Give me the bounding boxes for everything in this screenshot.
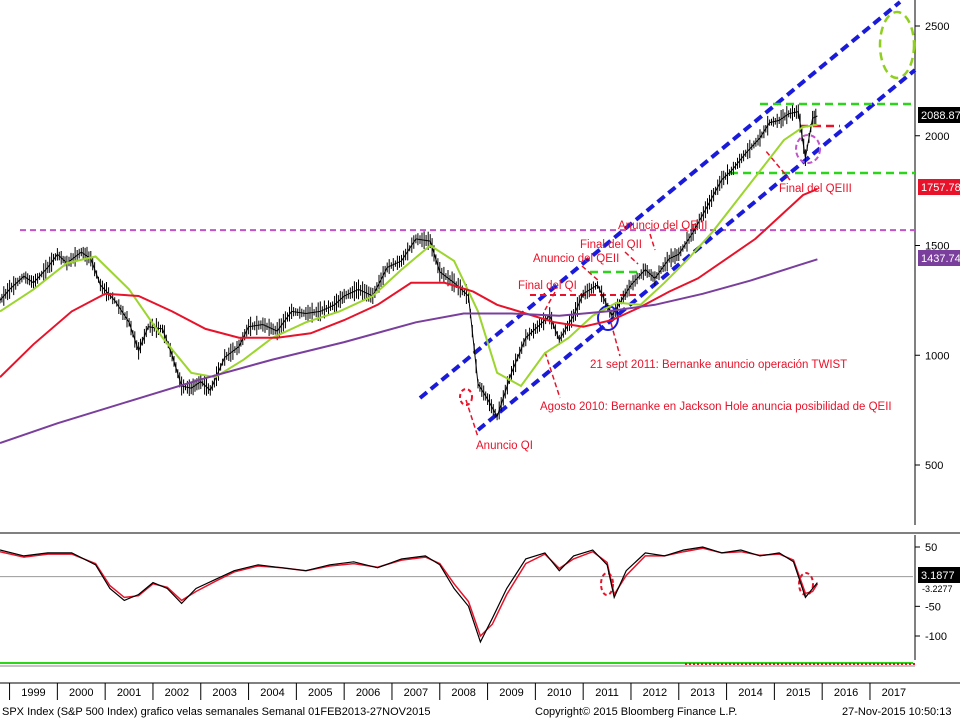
x-tick-label-2002: 2002 (165, 687, 189, 699)
value-label-last: 2088.87 (921, 110, 960, 122)
osc-series-oscillator-slow (0, 547, 819, 638)
value-label-purple-ma: 1437.74 (921, 253, 960, 265)
series-price-candles (0, 104, 817, 421)
series-moving-average-purple (0, 258, 818, 445)
x-tick-label-2011: 2011 (595, 687, 619, 699)
footer-copyright: Copyright© 2015 Bloomberg Finance L.P. (535, 706, 737, 718)
pointer-anuncio-qi (465, 399, 479, 438)
annotation-anuncio-qeiii: Anuncio del QEIII (618, 220, 708, 232)
osc-y-tick-label--100: -100 (925, 631, 947, 643)
x-tick-label-2013: 2013 (690, 687, 714, 699)
x-tick-label-2003: 2003 (212, 687, 236, 699)
x-tick-label-2012: 2012 (643, 687, 667, 699)
main-y-tick-label-500: 500 (925, 460, 943, 472)
annotation-jackson-hole: Agosto 2010: Bernanke en Jackson Hole an… (540, 401, 892, 413)
value-box-purple-ma (918, 250, 960, 266)
x-tick-label-2004: 2004 (260, 687, 284, 699)
main-y-tick-label-1000: 1000 (925, 350, 949, 362)
annotation-twist: 21 sept 2011: Bernanke anuncio operación… (590, 359, 847, 371)
pointer-anuncio-qeiii (649, 233, 656, 251)
series-moving-average-green (0, 123, 818, 388)
recent-ellipse (795, 134, 821, 164)
value-label-red-ma: 1757.78 (921, 182, 960, 194)
series-spx-weekly-close (0, 110, 818, 418)
value-label-osc-2: -3.2277 (922, 584, 953, 594)
x-tick-label-2005: 2005 (308, 687, 332, 699)
target-ellipse (878, 10, 916, 80)
x-tick-label-2000: 2000 (69, 687, 93, 699)
footer-timestamp: 27-Nov-2015 10:50:13 (842, 706, 951, 718)
x-tick-label-1999: 1999 (21, 687, 45, 699)
pointer-final-qii (624, 251, 639, 265)
osc-ellipse-2011 (600, 572, 614, 596)
footer-left: SPX Index (S&P 500 Index) grafico velas … (2, 706, 430, 718)
annotation-final-qi: Final del QI (518, 280, 577, 292)
pointer-final-qeiii (764, 149, 791, 181)
osc-y-tick-label-50: 50 (925, 542, 937, 554)
x-tick-label-2016: 2016 (834, 687, 858, 699)
x-tick-label-2001: 2001 (117, 687, 141, 699)
main-y-tick-label-2000: 2000 (925, 131, 949, 143)
x-tick-label-2006: 2006 (356, 687, 380, 699)
x-tick-label-2008: 2008 (451, 687, 475, 699)
annotation-final-qii: Final del QII (580, 239, 642, 251)
qi-ellipse (459, 388, 473, 406)
x-tick-label-2017: 2017 (882, 687, 906, 699)
value-box-osc (918, 567, 960, 583)
annotation-anuncio-qi: Anuncio QI (476, 440, 533, 452)
x-tick-label-2010: 2010 (547, 687, 571, 699)
blue-channel-upper (418, 0, 902, 400)
bottom-green-strip (0, 662, 913, 664)
x-tick-label-2009: 2009 (499, 687, 523, 699)
pointer-twist (610, 322, 621, 357)
annotation-anuncio-qeii: Anuncio del QEII (533, 253, 619, 265)
osc-y-tick-label--50: -50 (925, 601, 941, 613)
main-y-tick-label-2500: 2500 (925, 21, 949, 33)
x-tick-label-2014: 2014 (738, 687, 762, 699)
pointer-anuncio-qeii (581, 265, 601, 283)
pointer-final-qi (544, 291, 556, 311)
series-moving-average-red (0, 188, 818, 378)
value-box-red-ma (918, 179, 960, 195)
pointer-jackson-hole (544, 351, 561, 399)
x-tick-label-2015: 2015 (786, 687, 810, 699)
osc-ellipse-2015 (798, 572, 814, 596)
x-tick-label-2007: 2007 (404, 687, 428, 699)
value-label-osc: 3.1877 (921, 570, 955, 582)
value-box-last (918, 107, 960, 123)
annotation-final-qeiii: Final del QEIII (779, 183, 852, 195)
main-y-tick-label-1500: 1500 (925, 241, 949, 253)
osc-series-oscillator-fast (0, 546, 818, 644)
